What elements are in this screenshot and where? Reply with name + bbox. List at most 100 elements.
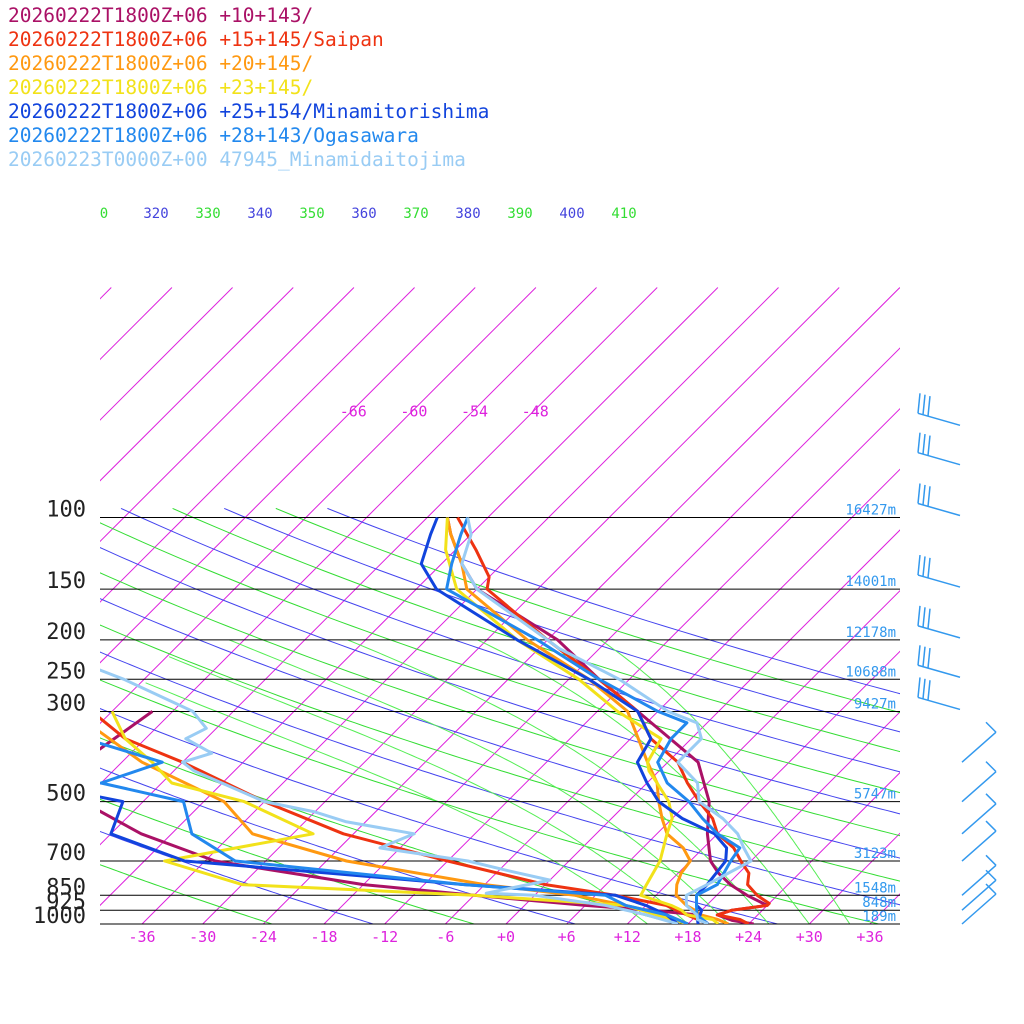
wind-barb [917,393,961,427]
wind-barb [917,483,961,517]
isotherm-line [100,517,367,785]
upper-isotherm-label: -60 [400,403,427,421]
dry-adiabat-line [100,522,900,794]
isotherm-line [931,518,1024,925]
isotherm-line [184,287,415,518]
legend-item: 20260222T1800Z+06 +15+145/Saipan [8,28,384,51]
temperature-line [460,517,753,924]
dry-adiabat-line [172,507,900,753]
wind-barb [961,721,997,763]
isotherm-line [808,832,900,924]
isotherm-line [626,650,900,924]
isotherm-line [608,287,840,518]
theta-label: 380 [455,206,480,222]
moist-adiabat-line [229,639,729,924]
theta-label: 330 [195,206,220,222]
isotherm-line [323,517,731,924]
temperature-line [419,516,729,924]
legend-item: 20260222T1800Z+06 +10+143/ [8,4,314,27]
height-label: 12178m [845,625,896,641]
isotherm-line [100,287,233,421]
isotherm-line [384,517,792,924]
dry-adiabat-line [100,767,578,924]
isotherm-line [100,287,173,361]
dewpoint-line [100,668,679,924]
sounding-series [100,516,771,924]
legend-item: 20260222T1800Z+06 +28+143/Ogasawara [8,124,419,147]
height-label: 14001m [845,574,896,590]
legend-item: 20260222T1800Z+06 +20+145/ [8,52,314,75]
series-4 [100,516,729,924]
series-6 [100,517,753,924]
dry-adiabat-line [327,507,900,695]
dry-adiabat-line [275,507,900,714]
wind-barb [917,555,961,588]
isotherm-line [991,518,1024,925]
dewpoint-line [100,795,679,924]
height-label: 848m [862,895,896,911]
upper-isotherm-label: -54 [461,403,488,421]
isotherm-line [669,287,900,518]
isotherm-line [0,518,3,925]
pressure-label: 1000 [33,904,86,929]
wind-barb [917,645,961,678]
wind-barbs [917,393,997,925]
isotherm-line [141,517,549,924]
height-label: 10688m [845,664,896,680]
isotherm-line [100,287,294,482]
temperature-tick-label: +30 [796,928,823,946]
temperature-tick-label: -18 [310,928,337,946]
isotherm-line [100,517,489,907]
isotherm-line [748,771,900,924]
theta-label: 340 [247,206,272,222]
wind-barb [961,869,997,911]
isotherm-line [790,407,900,518]
temperature-tick-label: +12 [614,928,641,946]
isotherm-line [366,287,597,518]
pressure-label: 150 [46,569,86,594]
isotherm-lines [0,287,1024,925]
theta-label: 0 [100,206,108,222]
dry-adiabat-line [100,651,900,906]
legend: 20260222T1800Z+06 +10+143/20260222T1800Z… [8,4,489,172]
temperature-tick-label: -30 [189,928,216,946]
dry-adiabat-line [100,708,780,924]
pressure-label: 925 [46,890,86,915]
dry-adiabat-line [100,679,881,924]
height-label: 16427m [845,503,896,519]
isotherm-line [263,517,671,924]
dry-adiabat-lines [100,507,900,924]
temperature-tick-label: +6 [558,928,576,946]
pressure-label: 700 [46,841,86,866]
legend-item: 20260222T1800Z+06 +23+145/ [8,76,314,99]
axis-labels: 100 16427m 150 14001m 200 12178m 250 10688m 300 9… [33,206,896,946]
isotherm-line [973,288,1024,518]
isotherm-line [100,287,112,300]
isotherm-line [202,517,610,924]
temperature-tick-label: +24 [735,928,762,946]
isotherm-line [487,287,719,518]
moist-adiabat-line [600,639,851,924]
pressure-label: 850 [46,875,86,900]
legend-item: 20260223T0000Z+00 47945_Minamidaitojima [8,148,466,171]
moist-adiabat-lines [145,639,851,924]
dry-adiabat-line [100,546,900,815]
theta-label: 390 [507,206,532,222]
dry-adiabat-line [224,507,900,733]
dry-adiabat-line [100,830,375,924]
upper-isotherm-label: -66 [340,403,367,421]
isotherm-line [851,468,900,518]
dry-adiabat-line [100,737,679,924]
temperature-tick-label: -12 [371,928,398,946]
temperature-tick-label: -6 [436,928,454,946]
pressure-label: 500 [46,782,86,807]
height-label: 1548m [854,880,896,896]
theta-label: 350 [299,206,324,222]
isotherm-line [505,529,900,924]
temperature-tick-label: -36 [128,928,155,946]
isotherm-line [548,287,779,518]
temperature-tick-label: -24 [250,928,277,946]
series-5 [100,516,742,924]
isotherm-line [426,287,658,518]
